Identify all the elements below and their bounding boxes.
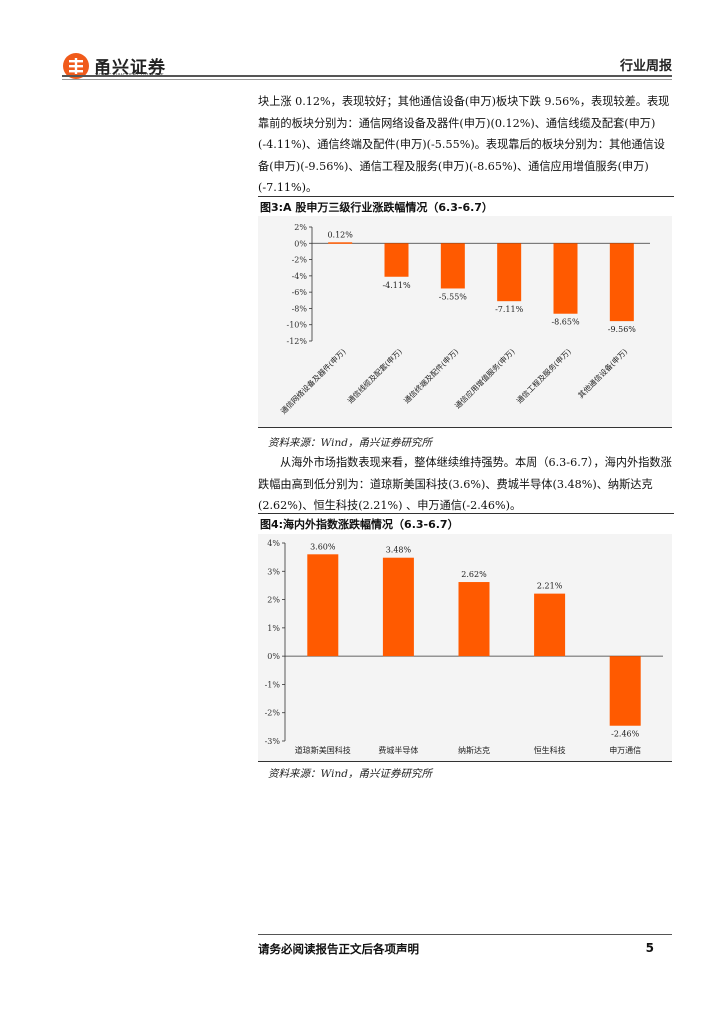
body-paragraph-1: 块上涨 0.12%，表现较好；其他通信设备(申万)板块下跌 9.56%，表现较差… bbox=[258, 91, 676, 199]
footer-divider bbox=[258, 934, 672, 935]
chart-bar bbox=[553, 243, 578, 314]
data-label: 3.60% bbox=[310, 542, 336, 551]
x-tick-label: 恒生科技 bbox=[534, 745, 566, 755]
header-divider-thin bbox=[62, 79, 672, 80]
data-label: -4.11% bbox=[382, 281, 411, 290]
report-type-label: 行业周报 bbox=[619, 59, 672, 74]
y-tick-label: 0% bbox=[294, 239, 307, 248]
logo-mark-icon bbox=[63, 53, 89, 79]
figure-4-svg: 4% 3% 2% 1% 0% -1% -2% -3% 3.60% 道琼斯美国科技 3.48% 费城半导… bbox=[265, 539, 663, 755]
page-number: 5 bbox=[645, 941, 654, 955]
chart-bar bbox=[328, 242, 353, 244]
chart-bar bbox=[440, 243, 465, 289]
chart-bar bbox=[534, 593, 566, 657]
x-tick-label: 通信工程及服务(申万) bbox=[514, 346, 573, 405]
data-label: -9.56% bbox=[608, 325, 637, 334]
y-tick-label: -4% bbox=[292, 272, 308, 281]
figure-3-title: 图3:A 股申万三级行业涨跌幅情况（6.3-6.7） bbox=[258, 196, 674, 216]
footer-disclaimer: 请务必阅读报告正文后各项声明 bbox=[258, 942, 419, 956]
y-tick-label: 2% bbox=[294, 223, 307, 232]
y-tick-label: -8% bbox=[292, 304, 308, 313]
figure-4-source: 资料来源：Wind，甬兴证券研究所 bbox=[268, 768, 432, 780]
figure-3-svg: 2% 0% -2% -4% -6% -8% -10% -12% 0.12% 通信网络设备及器件(申… bbox=[278, 223, 650, 416]
y-tick-label: 1% bbox=[267, 624, 280, 633]
chart-bar bbox=[609, 243, 634, 322]
chart-bar bbox=[609, 656, 641, 726]
y-tick-label: -2% bbox=[292, 256, 308, 265]
x-tick-label: 道琼斯美国科技 bbox=[295, 745, 351, 755]
figure-4-chart: 4% 3% 2% 1% 0% -1% -2% -3% 3.60% 道琼斯美国科技 3.48% 费城半导… bbox=[258, 534, 672, 762]
header-divider bbox=[62, 75, 672, 77]
data-label: 2.62% bbox=[461, 570, 487, 579]
figure-3-chart: 2% 0% -2% -4% -6% -8% -10% -12% 0.12% 通信网络设备及器件(申… bbox=[258, 216, 672, 428]
chart-bar bbox=[497, 243, 522, 302]
paragraph-text: 块上涨 0.12%，表现较好；其他通信设备(申万)板块下跌 9.56%，表现较差… bbox=[258, 95, 670, 194]
data-label: 0.12% bbox=[327, 230, 353, 239]
y-tick-label: -6% bbox=[292, 288, 308, 297]
chart-bar bbox=[307, 554, 339, 657]
x-tick-label: 申万通信 bbox=[609, 745, 641, 755]
y-tick-label: -12% bbox=[287, 337, 308, 346]
figure-4-title: 图4:海内外指数涨跌幅情况（6.3-6.7） bbox=[258, 513, 674, 533]
x-tick-label: 纳斯达克 bbox=[458, 745, 490, 755]
y-tick-label: 0% bbox=[267, 652, 280, 661]
y-tick-label: 4% bbox=[267, 539, 280, 548]
y-tick-label: -1% bbox=[265, 680, 281, 689]
body-paragraph-2: 从海外市场指数表现来看，整体继续维持强势。本周（6.3-6.7），海内外指数涨跌… bbox=[258, 452, 676, 517]
x-tick-label: 通信终端及配件(申万) bbox=[401, 346, 460, 405]
y-tick-label: -3% bbox=[265, 737, 281, 746]
figure-3-source: 资料来源：Wind，甬兴证券研究所 bbox=[268, 437, 432, 449]
data-label: -7.11% bbox=[495, 305, 524, 314]
data-label: -2.46% bbox=[611, 730, 640, 739]
x-tick-label: 通信线缆及配套(申万) bbox=[345, 346, 404, 405]
chart-bar bbox=[384, 243, 409, 277]
paragraph-text: 从海外市场指数表现来看，整体继续维持强势。本周（6.3-6.7），海内外指数涨跌… bbox=[258, 456, 672, 512]
y-tick-label: 2% bbox=[267, 596, 280, 605]
y-tick-label: 3% bbox=[267, 567, 280, 576]
x-tick-label: 费城半导体 bbox=[378, 745, 418, 755]
data-label: 2.21% bbox=[537, 582, 563, 591]
data-label: -8.65% bbox=[551, 318, 580, 327]
data-label: -5.55% bbox=[439, 292, 468, 301]
x-tick-label: 通信应用增值服务(申万) bbox=[452, 346, 516, 410]
x-tick-label: 通信网络设备及器件(申万) bbox=[278, 346, 348, 416]
x-tick-label: 其他通信设备(申万) bbox=[576, 346, 630, 400]
chart-bar bbox=[458, 582, 490, 657]
y-tick-label: -10% bbox=[287, 321, 308, 330]
logo-chinese-name: 甬兴证券 bbox=[94, 58, 166, 78]
y-tick-label: -2% bbox=[265, 709, 281, 718]
chart-bar bbox=[382, 557, 414, 657]
data-label: 3.48% bbox=[386, 546, 412, 555]
